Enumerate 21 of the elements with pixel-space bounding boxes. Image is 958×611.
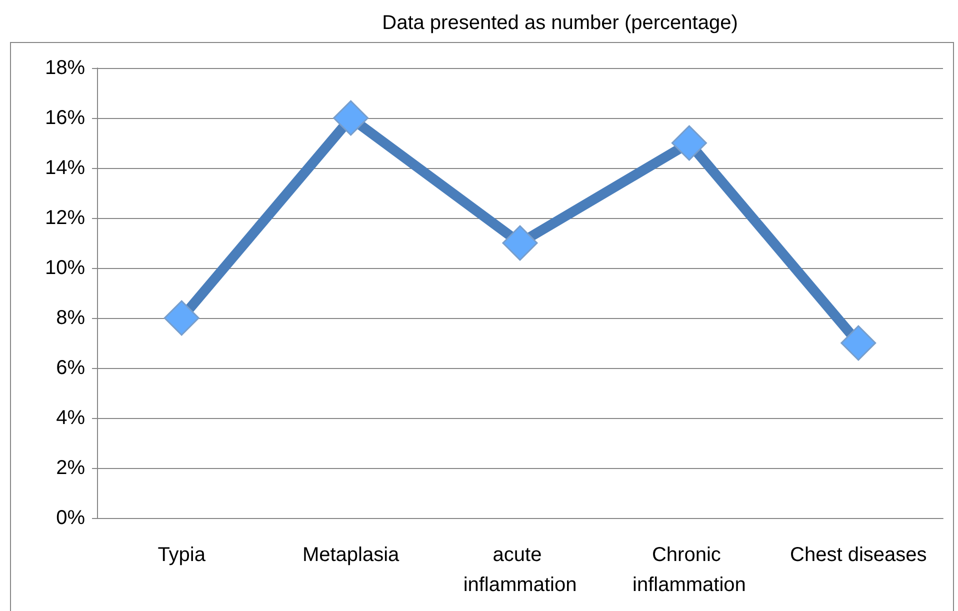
x-tick-label: acute inflammation <box>463 544 577 596</box>
point <box>502 225 538 261</box>
point <box>333 100 369 136</box>
point <box>840 325 876 361</box>
chart-title: Data presented as number (percentage) <box>382 12 738 34</box>
x-tick-label: Metaplasia <box>302 544 400 566</box>
x-tick-label: Typia <box>158 544 206 566</box>
y-tick-label: 14% <box>44 157 86 179</box>
x-tick-label: Chronic inflammation <box>632 544 746 596</box>
y-tick-label: 8% <box>56 307 86 329</box>
y-tick-label: 12% <box>44 207 86 229</box>
y-tick-label: 16% <box>44 107 86 129</box>
point <box>671 125 707 161</box>
y-tick-label: 18% <box>44 57 86 79</box>
x-tick-label: Chest diseases <box>790 544 927 566</box>
y-tick-label: 10% <box>44 257 86 279</box>
y-tick-label: 6% <box>56 357 86 379</box>
y-tick-label: 4% <box>56 407 86 429</box>
y-tick-label: 0% <box>56 507 86 529</box>
y-tick-label: 2% <box>56 457 86 479</box>
point <box>164 300 200 336</box>
